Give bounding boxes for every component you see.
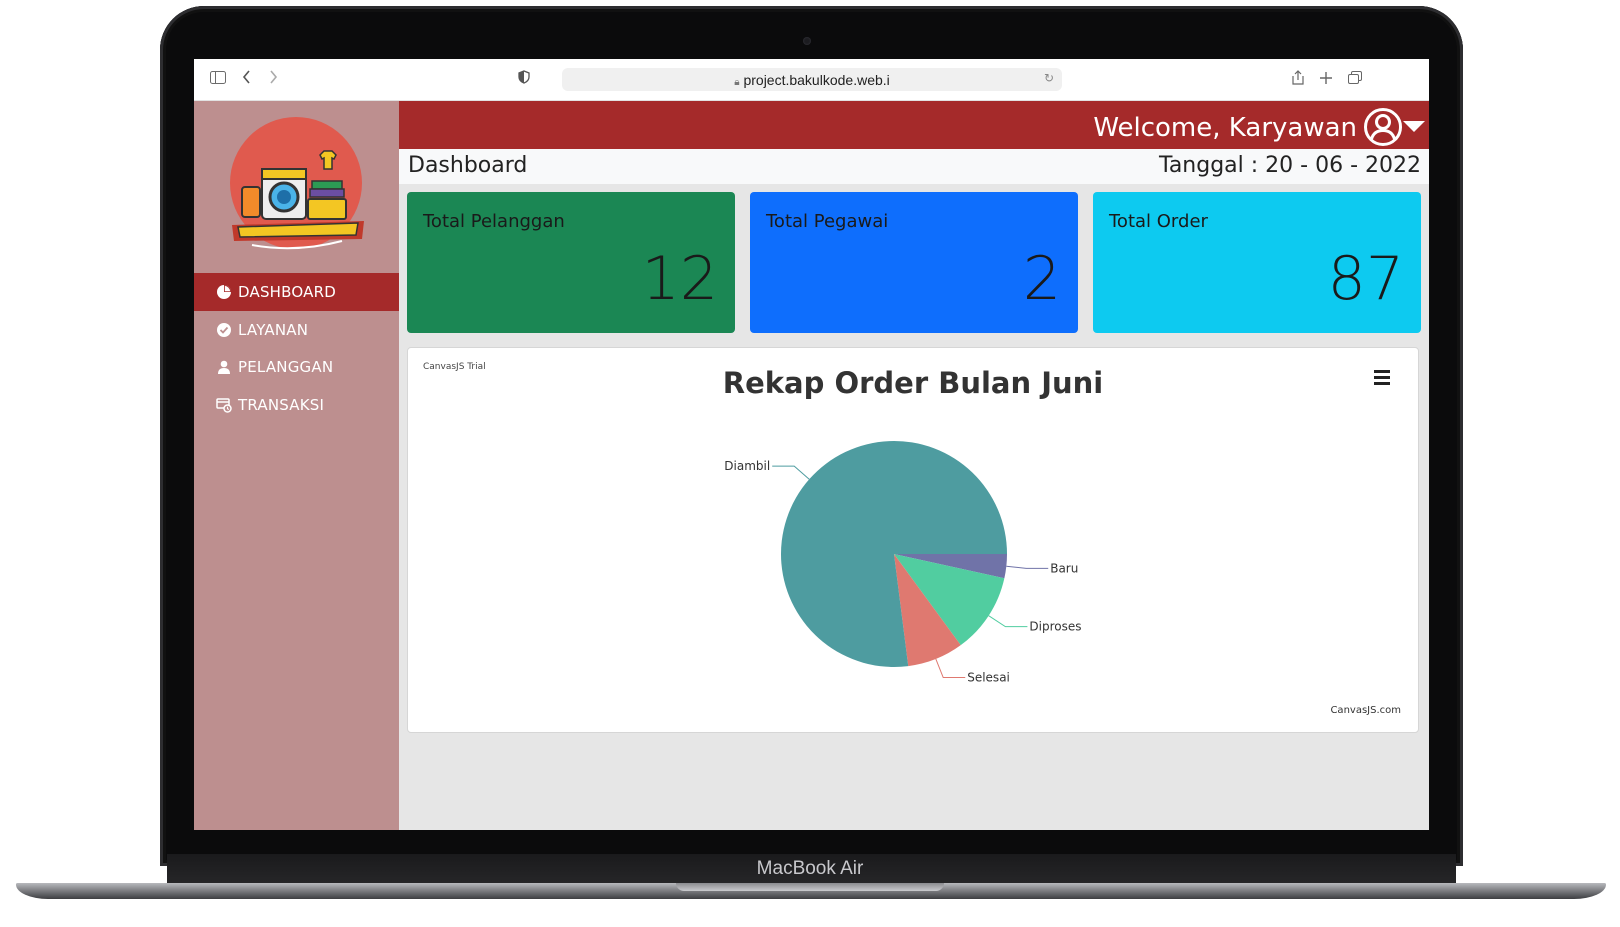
- screen: 🔒︎ project.bakulkode.web.i ↻: [194, 59, 1429, 830]
- sidebar: DASHBOARD LAYANAN PELANGGAN TRANSAKSI: [194, 101, 399, 830]
- pie-leader-line: [772, 465, 810, 480]
- sidebar-item-transaksi[interactable]: TRANSAKSI: [194, 386, 399, 424]
- stat-label: Total Pelanggan: [423, 211, 565, 232]
- pie-chart-icon: [217, 285, 231, 299]
- device-brand: MacBook Air: [756, 858, 864, 879]
- chart-card: CanvasJS Trial Rekap Order Bulan Juni Ba…: [407, 347, 1419, 733]
- pie-label: Diproses: [1029, 620, 1081, 634]
- pie-slice-diproses[interactable]: [894, 554, 1005, 646]
- sidebar-item-dashboard[interactable]: DASHBOARD: [194, 273, 399, 311]
- webcam: [803, 37, 811, 45]
- laptop-base: [16, 883, 1606, 899]
- url-text: project.bakulkode.web.i: [743, 72, 890, 88]
- sidebar-item-label: PELANGGAN: [238, 358, 334, 376]
- top-bar: Welcome, Karyawan: [399, 101, 1429, 149]
- laptop-chin: [167, 854, 1456, 884]
- pie-slice-diambil[interactable]: [781, 441, 1007, 667]
- forward-icon[interactable]: [268, 70, 278, 88]
- stat-card-total-pegawai: Total Pegawai 2: [750, 192, 1078, 333]
- shield-icon[interactable]: [518, 70, 530, 88]
- stat-label: Total Pegawai: [766, 211, 889, 232]
- reload-icon[interactable]: ↻: [1043, 71, 1054, 85]
- back-icon[interactable]: [242, 70, 252, 88]
- lock-icon: 🔒︎: [734, 77, 740, 88]
- stat-value: 87: [1327, 244, 1404, 314]
- stat-card-total-order: Total Order 87: [1093, 192, 1421, 333]
- sidebar-toggle-icon[interactable]: [210, 70, 226, 88]
- sidebar-item-pelanggan[interactable]: PELANGGAN: [194, 348, 399, 386]
- sidebar-item-label: TRANSAKSI: [238, 396, 325, 414]
- la-viola-logo: [230, 117, 364, 250]
- page-title: Dashboard: [408, 153, 528, 178]
- check-circle-icon: [217, 323, 231, 337]
- new-tab-icon[interactable]: [1320, 70, 1332, 88]
- chart-title: Rekap Order Bulan Juni: [722, 366, 1104, 400]
- sidebar-item-label: DASHBOARD: [238, 283, 336, 301]
- pie-slice-baru[interactable]: [894, 554, 1007, 579]
- user-avatar-icon[interactable]: [1363, 107, 1403, 147]
- pie-label: Diambil: [724, 459, 770, 473]
- address-bar[interactable]: 🔒︎ project.bakulkode.web.i ↻: [562, 68, 1062, 91]
- stat-value: 12: [641, 244, 718, 314]
- pie-label: Selesai: [967, 671, 1010, 685]
- transaction-icon: [216, 398, 232, 413]
- sidebar-item-label: LAYANAN: [238, 321, 309, 339]
- stat-value: 2: [1022, 244, 1061, 314]
- laptop-notch: [676, 883, 944, 891]
- pie-leader-line: [1006, 565, 1049, 569]
- chart-trial-watermark: CanvasJS Trial: [423, 362, 486, 372]
- stat-label: Total Order: [1109, 211, 1208, 232]
- pie-slice-selesai[interactable]: [894, 554, 961, 667]
- share-icon[interactable]: [1292, 70, 1304, 89]
- title-bar: Dashboard Tanggal : 20 - 06 - 2022: [399, 149, 1429, 184]
- pie-leader-line: [935, 658, 966, 679]
- browser-toolbar: 🔒︎ project.bakulkode.web.i ↻: [194, 59, 1429, 101]
- pie-chart: Baru Diproses Selesai Diambil: [724, 441, 1082, 685]
- pie-label: Baru: [1050, 561, 1078, 575]
- user-icon: [218, 360, 230, 374]
- chart-menu-icon[interactable]: [1374, 370, 1390, 385]
- chart-credit[interactable]: CanvasJS.com: [1330, 705, 1401, 716]
- stat-card-total-pelanggan: Total Pelanggan 12: [407, 192, 735, 333]
- pie-leader-line: [988, 615, 1028, 628]
- date-display: Tanggal : 20 - 06 - 2022: [1159, 153, 1421, 178]
- welcome-message: Welcome, Karyawan: [1093, 113, 1357, 143]
- sidebar-item-layanan[interactable]: LAYANAN: [194, 311, 399, 349]
- chevron-down-icon[interactable]: [1403, 121, 1425, 132]
- tabs-overview-icon[interactable]: [1348, 70, 1362, 88]
